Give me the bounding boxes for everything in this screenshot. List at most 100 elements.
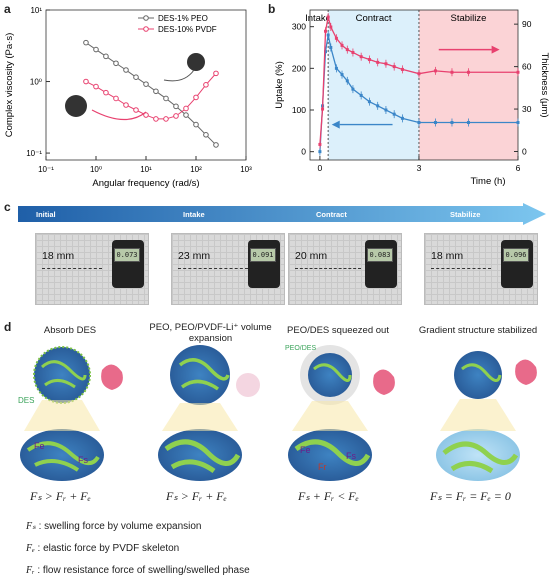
data-point <box>326 15 330 19</box>
y2-tick-label: 60 <box>522 62 532 72</box>
diameter-label: 18 mm <box>431 250 464 262</box>
x-tick-label: 10⁰ <box>90 165 102 174</box>
data-point <box>384 108 388 112</box>
y-tick-label: 300 <box>292 22 306 32</box>
data-point <box>318 142 322 146</box>
stage3-diagram: PEO/DES Fe Fr Fs <box>285 345 395 481</box>
data-point <box>334 36 338 40</box>
data-point <box>163 95 169 102</box>
caliper-display: 0.073 <box>114 248 140 262</box>
x-tick-label: 10¹ <box>140 165 152 174</box>
y-axis-label: Uptake (%) <box>274 61 285 109</box>
data-point <box>417 72 421 76</box>
data-point <box>113 60 119 67</box>
data-point <box>329 46 333 49</box>
data-point <box>516 121 520 124</box>
y-tick-label: 100 <box>292 105 306 115</box>
data-point <box>433 69 437 73</box>
data-point <box>183 112 189 118</box>
data-point <box>123 67 129 73</box>
equation: Fₛ = Fᵣ = Fₑ = 0 <box>430 489 511 503</box>
data-point <box>163 116 169 122</box>
data-point <box>103 89 109 96</box>
data-point <box>113 95 119 102</box>
x-tick-label: 6 <box>516 163 521 173</box>
data-point <box>345 79 349 83</box>
data-point <box>433 121 437 124</box>
arrowhead-pink <box>491 45 500 54</box>
data-point <box>83 39 89 46</box>
x-axis-label: Time (h) <box>470 176 505 187</box>
data-point <box>340 43 344 47</box>
stage-label: Stabilize <box>450 210 480 219</box>
stage-title: Absorb DES <box>43 325 97 336</box>
droplet-photo-icon <box>65 95 87 117</box>
data-point <box>324 50 328 54</box>
data-point <box>326 33 330 37</box>
stage2-diagram <box>158 345 260 481</box>
droplet-photo-icon <box>187 53 205 71</box>
y-tick-label: 10⁰ <box>30 78 42 87</box>
data-point <box>133 74 139 80</box>
legend-marker <box>143 15 149 21</box>
panel-label-c: c <box>4 200 11 214</box>
data-point <box>367 58 371 62</box>
stage1-diagram: DES Fe Fs <box>18 346 123 481</box>
legend-label: DES-10% PVDF <box>158 25 217 34</box>
data-point <box>321 107 325 111</box>
data-point <box>173 113 179 119</box>
stage-banner: Initial Intake Contract Stabilize <box>18 203 546 225</box>
y-tick-label: 10¹ <box>30 6 42 15</box>
diameter-label: 18 mm <box>42 250 75 262</box>
region-label: Stabilize <box>451 13 487 24</box>
force-description: : flow resistance force of swelling/swel… <box>37 565 250 576</box>
stage-label: Contract <box>316 210 347 219</box>
data-point <box>450 70 454 74</box>
fr-label: Fr <box>318 462 327 472</box>
fe-label: Fe <box>300 445 311 455</box>
data-point <box>351 87 355 91</box>
arrow-pink <box>91 109 147 121</box>
region-bg <box>328 10 419 160</box>
data-point <box>516 70 520 74</box>
data-point <box>450 121 454 124</box>
photo-contract: 0.083 20 mm <box>288 233 402 305</box>
y2-tick-label: 0 <box>522 147 527 157</box>
region-bg <box>418 10 518 160</box>
data-point <box>153 116 159 122</box>
x-tick-label: 10² <box>190 165 202 174</box>
diameter-label: 20 mm <box>295 250 328 262</box>
stage-title: Gradient structure stabilized <box>418 325 538 336</box>
data-point <box>340 73 344 77</box>
data-point <box>376 104 380 108</box>
data-point <box>123 102 129 108</box>
data-point <box>193 121 199 128</box>
data-point <box>392 112 396 116</box>
y-tick-label: 10⁻¹ <box>26 149 42 158</box>
x-tick-label: 10³ <box>240 165 252 174</box>
data-point <box>400 116 404 120</box>
caliper-display: 0.083 <box>367 248 393 262</box>
data-point <box>392 65 396 69</box>
force-legend-item: Fₛ : swelling force by volume expansion <box>26 521 202 532</box>
fs-label: Fs <box>346 451 356 461</box>
caliper-display: 0.091 <box>250 248 276 262</box>
data-point <box>83 78 89 85</box>
arrowhead-blue <box>331 120 340 129</box>
x-tick-label: 10⁻¹ <box>38 165 54 174</box>
panel-label-a: a <box>4 2 11 16</box>
legend-label: DES-1% PEO <box>158 14 208 23</box>
data-point <box>203 132 209 138</box>
peo-des-label: PEO/DES <box>285 345 316 352</box>
y2-tick-label: 30 <box>522 104 532 114</box>
region-label: Intake <box>305 13 331 24</box>
force-symbol: Fₑ <box>26 543 35 554</box>
force-legend-item: Fᵣ : flow resistance force of swelling/s… <box>26 565 250 576</box>
data-point <box>324 29 328 33</box>
data-point <box>318 150 322 154</box>
data-point <box>376 60 380 64</box>
des-label: DES <box>18 396 34 405</box>
equation: Fₛ + Fᵣ < Fₑ <box>298 489 359 503</box>
